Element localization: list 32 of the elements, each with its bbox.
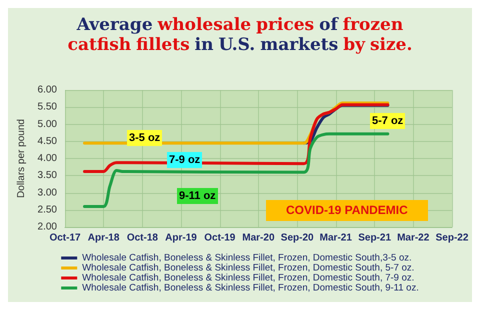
x-tick-label: Apr-19 — [165, 232, 198, 244]
legend-label: Wholesale Catfish, Boneless & Skinless Fillet, Frozen, Domestic South, 7-9 oz. — [82, 272, 414, 284]
x-tick-label: Oct-18 — [126, 232, 158, 244]
x-tick-label: Mar-21 — [320, 232, 352, 244]
y-tick-label: 2.50 — [38, 204, 58, 216]
x-tick-label: Sep-21 — [358, 232, 392, 244]
callout-box: 3-5 oz — [127, 130, 162, 146]
y-tick-label: 4.50 — [38, 136, 58, 147]
callout-box: 7-9 oz — [167, 152, 202, 168]
x-tick-label: Sep-22 — [436, 232, 469, 244]
y-tick-label: 3.50 — [38, 170, 58, 182]
callout-box: COVID-19 PANDEMIC — [266, 200, 428, 222]
x-tick-label: Oct-19 — [204, 232, 236, 244]
x-tick-label: Mar-22 — [397, 232, 430, 244]
y-tick-label: 5.00 — [38, 118, 58, 130]
callout-box: 5-7 oz — [370, 113, 406, 130]
y-tick-label: 4.00 — [38, 153, 58, 164]
y-tick-label: 3.00 — [38, 187, 58, 198]
line-series — [83, 103, 390, 174]
y-tick-label: 6.00 — [38, 84, 58, 96]
callout-box: 9-11 oz — [177, 188, 218, 204]
y-tick-label: 5.50 — [38, 102, 58, 113]
x-tick-label: Sep-20 — [280, 232, 314, 244]
x-tick-label: Mar-20 — [242, 232, 275, 244]
x-tick-label: Oct-17 — [49, 232, 81, 244]
y-tick-label: 2.00 — [38, 222, 58, 232]
legend-label: Wholesale Catfish, Boneless & Skinless Fillet, Frozen, Domestic South, 5-7 oz. — [82, 262, 414, 274]
y-axis-title: Dollars per pound — [16, 119, 28, 198]
legend-label: Wholesale Catfish, Boneless & Skinless Fillet, Frozen, Domestic South, 9-11 oz. — [82, 282, 419, 294]
x-tick-label: Apr-18 — [88, 232, 120, 244]
legend-label: Wholesale Catfish, Boneless & Skinless Fillet, Frozen, Domestic South,3-5 oz. — [82, 252, 412, 264]
chart-title: Average wholesale prices of frozen catfish fillets in U.S. markets by size. — [68, 15, 412, 55]
